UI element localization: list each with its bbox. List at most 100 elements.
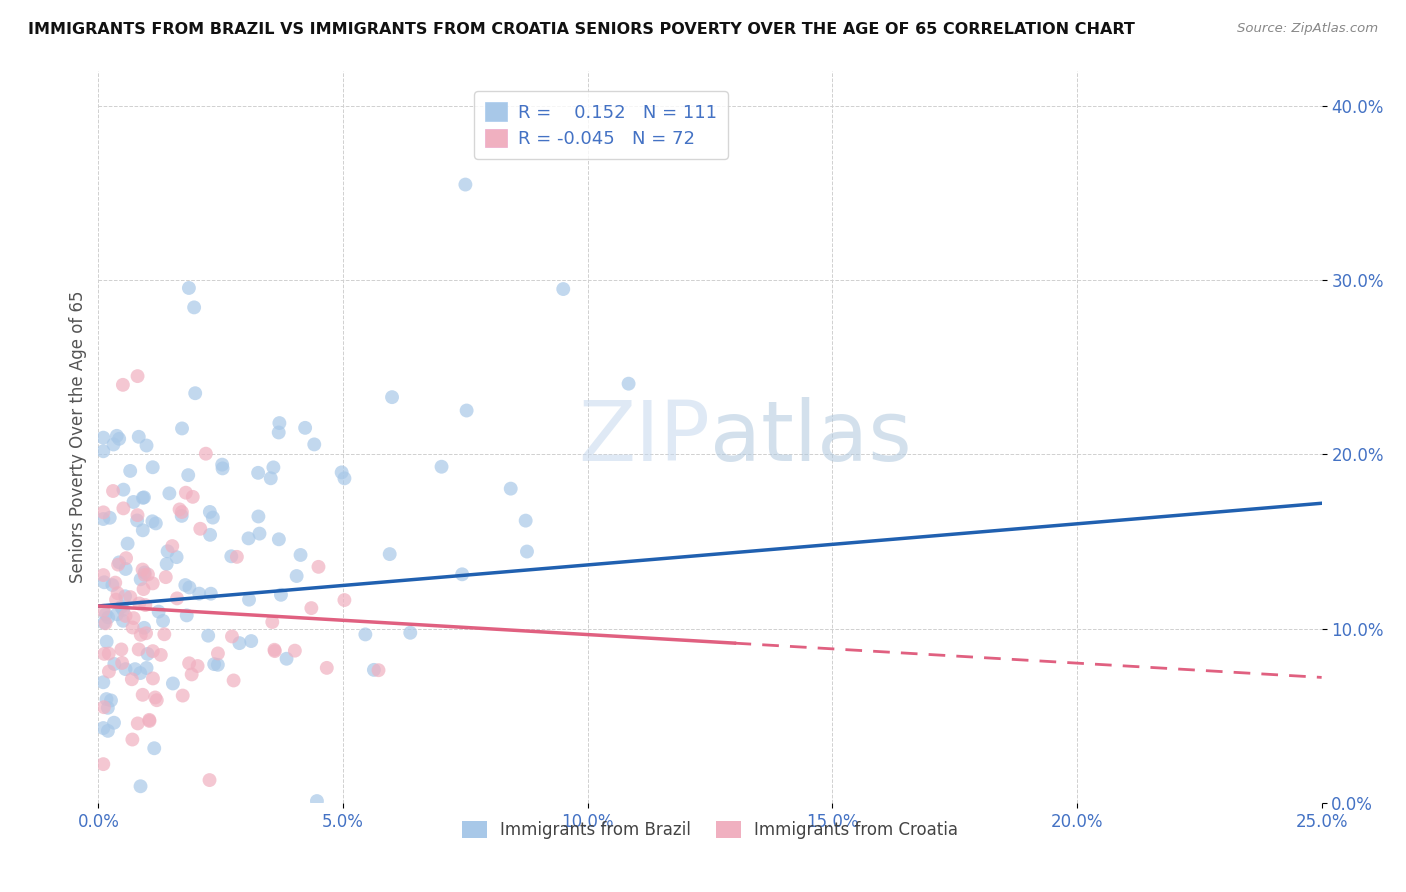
- Point: [146, 693, 169, 707]
- Point: [430, 459, 453, 474]
- Point: [127, 508, 149, 523]
- Point: [247, 509, 270, 524]
- Point: [162, 539, 184, 553]
- Point: [333, 593, 356, 607]
- Point: [127, 513, 149, 527]
- Point: [207, 657, 229, 672]
- Point: [285, 569, 308, 583]
- Point: [181, 490, 204, 504]
- Point: [267, 533, 290, 547]
- Point: [157, 486, 180, 500]
- Point: [129, 666, 152, 681]
- Text: Source: ZipAtlas.com: Source: ZipAtlas.com: [1237, 22, 1378, 36]
- Point: [127, 716, 149, 731]
- Point: [294, 421, 316, 435]
- Point: [143, 741, 166, 756]
- Point: [107, 558, 129, 572]
- Point: [112, 483, 135, 497]
- Point: [111, 656, 134, 670]
- Point: [101, 578, 124, 592]
- Point: [247, 466, 270, 480]
- Point: [515, 514, 537, 528]
- Legend: R =    0.152   N = 111, R = -0.045   N = 72: R = 0.152 N = 111, R = -0.045 N = 72: [474, 91, 727, 159]
- Point: [238, 532, 260, 546]
- Point: [454, 178, 477, 192]
- Point: [263, 644, 285, 658]
- Text: IMMIGRANTS FROM BRAZIL VS IMMIGRANTS FROM CROATIA SENIORS POVERTY OVER THE AGE O: IMMIGRANTS FROM BRAZIL VS IMMIGRANTS FRO…: [28, 22, 1135, 37]
- Point: [122, 495, 145, 509]
- Point: [114, 609, 136, 624]
- Point: [330, 466, 353, 480]
- Point: [207, 647, 229, 661]
- Point: [263, 642, 285, 657]
- Point: [97, 665, 120, 679]
- Point: [162, 676, 184, 690]
- Point: [138, 713, 160, 727]
- Point: [145, 516, 167, 531]
- Point: [108, 555, 131, 569]
- Point: [98, 510, 121, 524]
- Point: [135, 626, 157, 640]
- Point: [149, 648, 172, 662]
- Point: [354, 627, 377, 641]
- Point: [308, 559, 330, 574]
- Point: [183, 301, 205, 315]
- Point: [117, 536, 139, 550]
- Point: [221, 630, 243, 644]
- Point: [94, 616, 117, 631]
- Point: [170, 508, 193, 523]
- Point: [91, 431, 114, 445]
- Point: [270, 588, 292, 602]
- Point: [136, 647, 159, 661]
- Point: [121, 621, 143, 635]
- Point: [179, 657, 201, 671]
- Point: [202, 657, 225, 672]
- Point: [198, 773, 221, 788]
- Point: [179, 581, 201, 595]
- Point: [200, 587, 222, 601]
- Point: [100, 693, 122, 707]
- Point: [290, 548, 312, 562]
- Point: [456, 403, 478, 417]
- Point: [155, 570, 177, 584]
- Point: [153, 627, 176, 641]
- Point: [198, 528, 221, 542]
- Point: [121, 673, 143, 687]
- Point: [198, 505, 221, 519]
- Point: [260, 471, 283, 485]
- Point: [107, 586, 129, 600]
- Point: [114, 662, 136, 676]
- Point: [363, 663, 385, 677]
- Point: [141, 514, 163, 528]
- Point: [97, 723, 120, 738]
- Point: [93, 700, 115, 714]
- Point: [177, 281, 200, 295]
- Point: [169, 502, 191, 516]
- Point: [315, 661, 337, 675]
- Point: [93, 575, 115, 590]
- Point: [111, 614, 134, 628]
- Point: [128, 597, 150, 611]
- Point: [131, 688, 153, 702]
- Point: [94, 607, 117, 622]
- Point: [156, 557, 179, 571]
- Point: [240, 634, 263, 648]
- Point: [553, 282, 575, 296]
- Point: [91, 444, 114, 458]
- Point: [132, 582, 155, 596]
- Point: [127, 369, 149, 384]
- Point: [142, 644, 165, 658]
- Point: [267, 425, 290, 440]
- Point: [228, 636, 250, 650]
- Point: [399, 625, 422, 640]
- Point: [451, 567, 474, 582]
- Point: [103, 657, 125, 671]
- Point: [225, 549, 247, 564]
- Point: [134, 598, 156, 612]
- Point: [211, 461, 233, 475]
- Point: [132, 491, 155, 505]
- Point: [276, 652, 298, 666]
- Point: [91, 721, 114, 735]
- Point: [93, 647, 115, 661]
- Point: [211, 458, 233, 472]
